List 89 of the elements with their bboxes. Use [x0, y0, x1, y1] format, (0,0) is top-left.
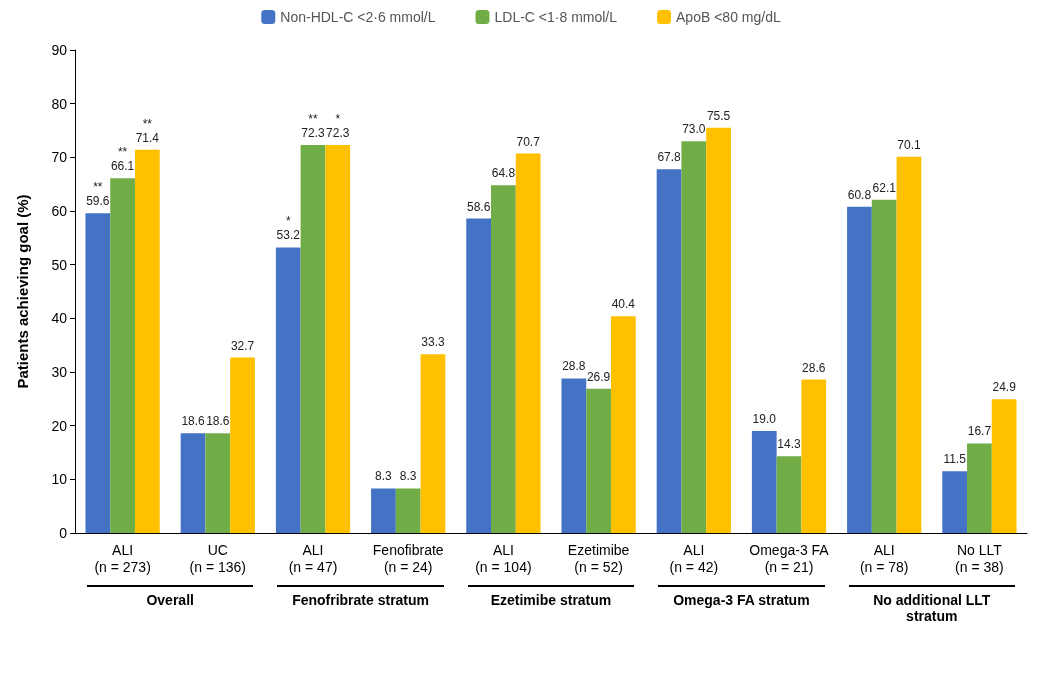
data-label: 18.6 — [206, 414, 230, 429]
data-label: 73.0 — [682, 122, 706, 137]
bar — [275, 247, 301, 533]
data-label: 70.1 — [897, 137, 921, 152]
data-label: 64.8 — [491, 166, 516, 181]
bar — [325, 144, 351, 533]
data-label: 18.6 — [181, 414, 206, 429]
text: Fenofribrate stratum — [277, 585, 444, 608]
x-tick-label: ALI (n = 47) — [288, 541, 338, 575]
bar — [491, 185, 516, 533]
data-label: 19.0 — [752, 412, 777, 427]
bar — [205, 433, 231, 533]
text: No additional LLT stratum — [848, 585, 1016, 624]
data-label: 33.3 — [421, 335, 445, 350]
data-label: 16.7 — [967, 424, 992, 439]
y-tick-label: 50 — [51, 256, 68, 273]
y-tick-label: 10 — [51, 471, 68, 488]
x-tick-label: Omega-3 FA (n = 21) — [749, 541, 830, 575]
data-label: ** 72.3 — [301, 111, 325, 140]
text: Ezetimibe stratum — [467, 585, 635, 608]
y-tick-label: 30 — [51, 364, 68, 380]
text: Overall — [86, 585, 254, 608]
bar — [656, 169, 682, 533]
bar — [420, 354, 446, 533]
data-label: 8.3 — [399, 469, 417, 484]
x-tick-label: ALI (n = 78) — [859, 541, 909, 575]
bar — [706, 127, 731, 533]
bar — [586, 388, 611, 533]
bar — [515, 153, 541, 533]
x-tick-label: UC (n = 136) — [189, 541, 247, 575]
bar — [776, 456, 802, 533]
bar — [134, 149, 160, 533]
y-tick-label: 60 — [51, 203, 68, 219]
bar — [871, 199, 897, 533]
bar — [230, 357, 255, 533]
data-label: 8.3 — [375, 469, 393, 484]
bar — [847, 206, 872, 533]
data-label: 40.4 — [611, 297, 636, 312]
x-tick-label: Fenofibrate (n = 24) — [372, 541, 444, 575]
bar — [371, 488, 396, 533]
data-label: 58.6 — [466, 199, 491, 214]
data-label: 62.1 — [872, 180, 897, 195]
x-tick-label: Ezetimibe (n = 52) — [567, 541, 630, 575]
data-label: 60.8 — [847, 187, 872, 202]
data-label: ** 71.4 — [135, 116, 160, 145]
bar — [180, 433, 206, 533]
data-label: 24.9 — [992, 380, 1017, 395]
data-label: 70.7 — [516, 134, 541, 149]
bar — [561, 378, 587, 533]
data-label: 26.9 — [586, 369, 611, 384]
legend-label: Non-HDL-C <2·6 mmol/L — [280, 9, 436, 25]
data-label: * 72.3 — [326, 111, 350, 140]
bar — [681, 141, 707, 533]
bar — [967, 443, 992, 533]
data-label: ** 59.6 — [86, 180, 110, 209]
text: Omega-3 FA stratum — [658, 585, 825, 608]
x-tick-label: ALI (n = 42) — [669, 541, 719, 575]
data-label: 28.8 — [562, 359, 586, 374]
bar — [896, 156, 922, 533]
data-label: 11.5 — [943, 452, 967, 467]
y-tick-label: 90 — [51, 42, 68, 58]
data-label: 28.6 — [802, 360, 826, 375]
x-tick-label: No LLT (n = 38) — [955, 541, 1004, 575]
data-label: 14.3 — [777, 437, 801, 452]
y-tick-label: 80 — [51, 95, 68, 112]
x-tick-label: ALI (n = 273) — [94, 541, 151, 575]
legend-label: ApoB <80 mg/dL — [676, 9, 781, 25]
data-label: 75.5 — [706, 108, 731, 123]
bar — [395, 488, 421, 533]
y-tick-label: 0 — [59, 525, 68, 541]
bar — [610, 316, 636, 533]
bar — [300, 144, 326, 533]
data-label: 32.7 — [230, 338, 255, 353]
bar — [801, 379, 827, 533]
data-label: * 53.2 — [276, 214, 301, 243]
data-label: ** 66.1 — [110, 145, 135, 174]
legend-label: LDL-C <1·8 mmol/L — [494, 9, 618, 25]
bar — [110, 178, 135, 533]
bar — [942, 471, 968, 533]
y-axis-title: Patients achieving goal (%) — [14, 194, 31, 389]
bar — [466, 218, 492, 533]
x-tick-label: ALI (n = 104) — [475, 541, 532, 575]
bar — [85, 213, 111, 533]
y-tick-label: 20 — [51, 417, 68, 434]
bar — [751, 431, 777, 533]
y-tick-label: 70 — [51, 149, 68, 166]
y-tick-label: 40 — [51, 310, 68, 327]
bar — [991, 399, 1017, 533]
data-label: 67.8 — [657, 150, 682, 165]
